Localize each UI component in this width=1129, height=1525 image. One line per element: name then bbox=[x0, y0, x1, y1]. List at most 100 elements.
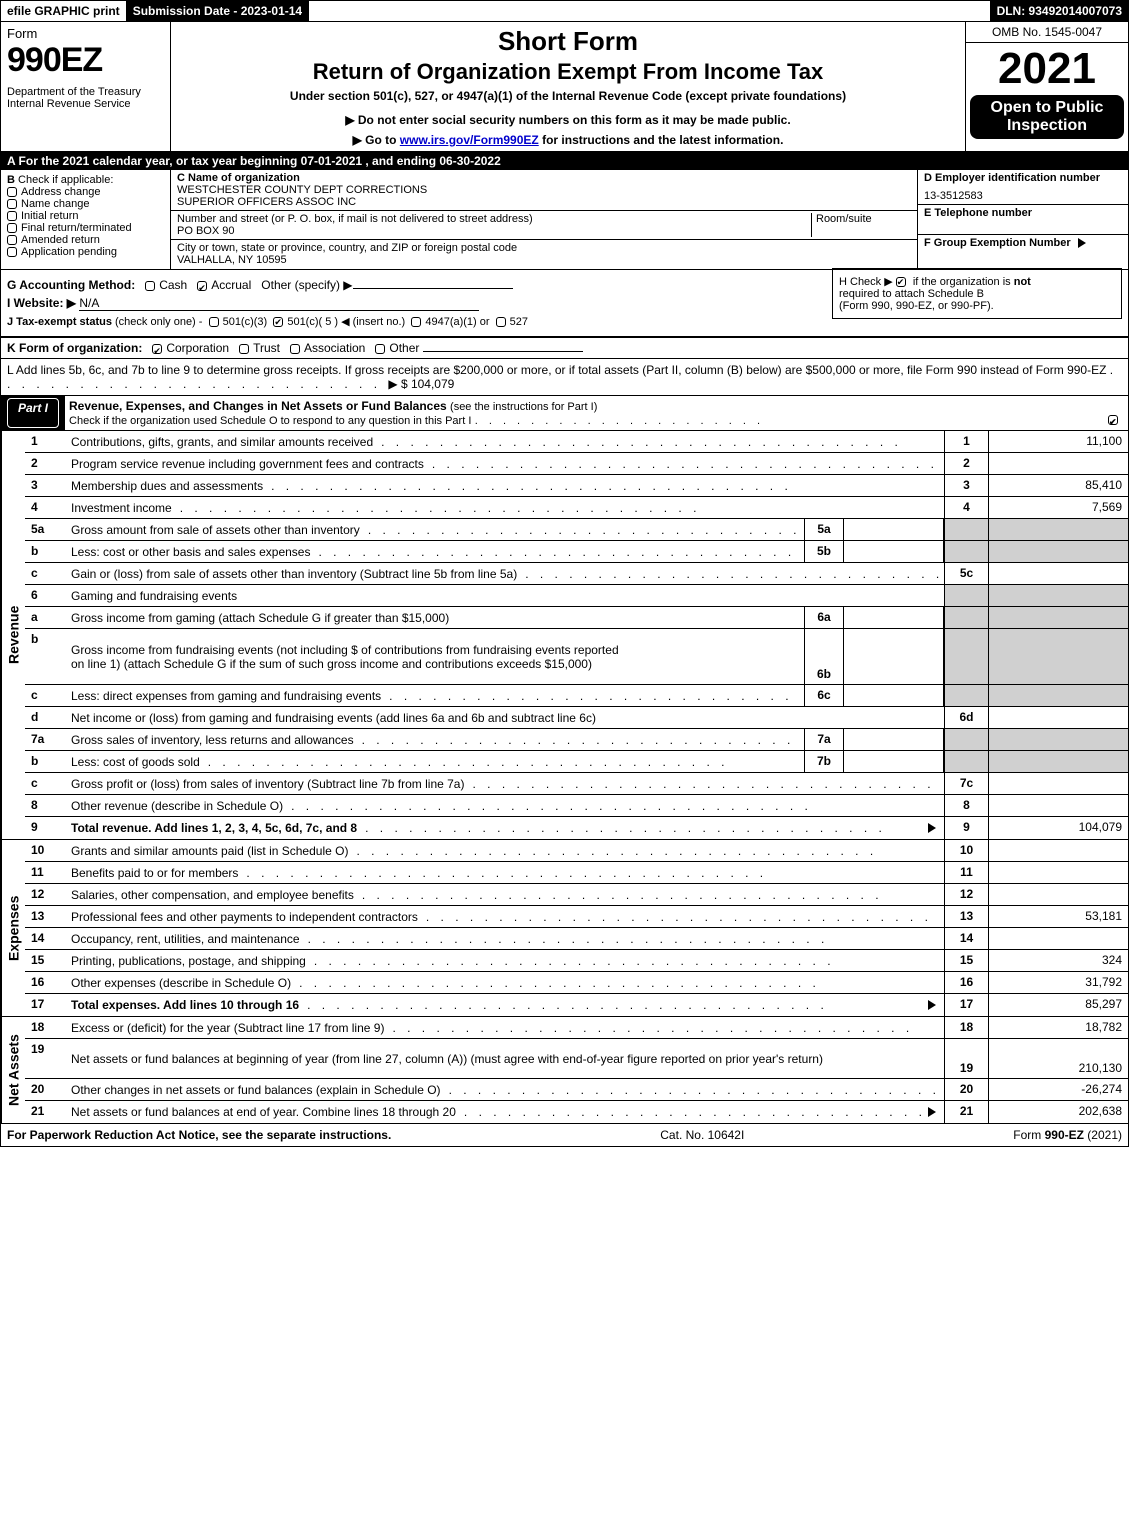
chk-schedule-o[interactable] bbox=[1108, 415, 1118, 425]
line-13-num: 13 bbox=[25, 906, 67, 927]
g-label: G Accounting Method: bbox=[7, 278, 135, 292]
chk-address-change[interactable] bbox=[7, 187, 17, 197]
line-5b-sub: 5b bbox=[804, 541, 844, 562]
line-10-num: 10 bbox=[25, 840, 67, 861]
j-label: J Tax-exempt status bbox=[7, 316, 112, 328]
chk-association[interactable] bbox=[290, 344, 300, 354]
topbar: efile GRAPHIC print Submission Date - 20… bbox=[1, 1, 1128, 22]
triangle-icon bbox=[928, 823, 936, 833]
chk-name-change[interactable] bbox=[7, 199, 17, 209]
k-corp: Corporation bbox=[166, 341, 229, 355]
line-12-num: 12 bbox=[25, 884, 67, 905]
line-5c-desc: Gain or (loss) from sale of assets other… bbox=[71, 567, 517, 581]
line-10-lbl: 10 bbox=[944, 840, 988, 861]
triangle-icon bbox=[928, 1000, 936, 1010]
dots: . . . . . . . . . . . . . . . . . . . . … bbox=[517, 567, 940, 581]
section-ghij: H Check ▶ if the organization is not req… bbox=[1, 270, 1128, 337]
dots: . . . . . . . . . . . . . . . . . . . . … bbox=[283, 799, 940, 813]
chk-application-pending[interactable] bbox=[7, 247, 17, 257]
dots: . . . . . . . . . . . . . . . . . . . . … bbox=[456, 1105, 924, 1119]
dots: . . . . . . . . . . . . . . . . . . . . … bbox=[464, 777, 940, 791]
line-17-desc: Total expenses. Add lines 10 through 16 bbox=[71, 998, 299, 1012]
line-4-lbl: 4 bbox=[944, 497, 988, 518]
footer-right-post: (2021) bbox=[1084, 1128, 1122, 1142]
header-mid: Short Form Return of Organization Exempt… bbox=[171, 22, 966, 151]
header-left: Form 990EZ Department of the Treasury In… bbox=[1, 22, 171, 151]
line-7a-lbl bbox=[944, 729, 988, 750]
line-7b-val bbox=[988, 751, 1128, 772]
footer-right: Form 990-EZ (2021) bbox=[1013, 1128, 1122, 1142]
line-6b-sub: 6b bbox=[804, 629, 844, 684]
line-6a-lbl bbox=[944, 607, 988, 628]
opt-initial-return: Initial return bbox=[21, 210, 78, 222]
row-a-tax-year: A For the 2021 calendar year, or tax yea… bbox=[1, 152, 1128, 170]
org-name-1: WESTCHESTER COUNTY DEPT CORRECTIONS bbox=[177, 184, 911, 196]
chk-final-return[interactable] bbox=[7, 223, 17, 233]
g-other-input[interactable] bbox=[353, 288, 513, 289]
chk-other-org[interactable] bbox=[375, 344, 385, 354]
h-not: not bbox=[1014, 276, 1031, 288]
chk-501c3[interactable] bbox=[209, 317, 219, 327]
line-7b-num: b bbox=[25, 751, 67, 772]
h-text1: H Check ▶ bbox=[839, 276, 893, 288]
line-8-val bbox=[988, 795, 1128, 816]
chk-accrual[interactable] bbox=[197, 281, 207, 291]
chk-initial-return[interactable] bbox=[7, 211, 17, 221]
k-other-input[interactable] bbox=[423, 351, 583, 352]
efile-print[interactable]: efile GRAPHIC print bbox=[1, 1, 127, 21]
section-de: D Employer identification number 13-3512… bbox=[918, 170, 1128, 269]
section-b: B Check if applicable: Address change Na… bbox=[1, 170, 171, 269]
line-11-desc: Benefits paid to or for members bbox=[71, 866, 238, 880]
line-1-num: 1 bbox=[25, 431, 67, 452]
line-1-val: 11,100 bbox=[988, 431, 1128, 452]
short-form-title: Short Form bbox=[177, 26, 959, 57]
line-6c-num: c bbox=[25, 685, 67, 706]
b-check-label: Check if applicable: bbox=[18, 174, 113, 186]
line-18-desc: Excess or (deficit) for the year (Subtra… bbox=[71, 1021, 384, 1035]
line-5a-sub: 5a bbox=[804, 519, 844, 540]
chk-trust[interactable] bbox=[239, 344, 249, 354]
line-7c-lbl: 7c bbox=[944, 773, 988, 794]
line-8-num: 8 bbox=[25, 795, 67, 816]
j-501c3: 501(c)(3) bbox=[223, 316, 268, 328]
revenue-side-label: Revenue bbox=[1, 431, 25, 839]
street-label: Number and street (or P. O. box, if mail… bbox=[177, 213, 811, 225]
d-label: D Employer identification number bbox=[924, 172, 1100, 184]
line-17-lbl: 17 bbox=[944, 994, 988, 1016]
line-5a-lbl bbox=[944, 519, 988, 540]
chk-cash[interactable] bbox=[145, 281, 155, 291]
line-7a-num: 7a bbox=[25, 729, 67, 750]
chk-501c[interactable] bbox=[273, 317, 283, 327]
line-6-val bbox=[988, 585, 1128, 606]
line-4-val: 7,569 bbox=[988, 497, 1128, 518]
line-3-desc: Membership dues and assessments bbox=[71, 479, 263, 493]
header: Form 990EZ Department of the Treasury In… bbox=[1, 22, 1128, 152]
tax-year: 2021 bbox=[966, 43, 1128, 91]
opt-application-pending: Application pending bbox=[21, 246, 117, 258]
dots: . . . . . . . . . . . . . . . . . . . . … bbox=[357, 821, 924, 835]
line-2-lbl: 2 bbox=[944, 453, 988, 474]
part1-title-text: Revenue, Expenses, and Changes in Net As… bbox=[69, 399, 447, 413]
j-527: 527 bbox=[510, 316, 528, 328]
line-19-desc: Net assets or fund balances at beginning… bbox=[71, 1052, 823, 1066]
section-c: C Name of organization WESTCHESTER COUNT… bbox=[171, 170, 918, 269]
h-text3: required to attach Schedule B bbox=[839, 288, 984, 300]
line-6d-desc: Net income or (loss) from gaming and fun… bbox=[71, 711, 596, 725]
line-21-lbl: 21 bbox=[944, 1101, 988, 1123]
irs-link[interactable]: www.irs.gov/Form990EZ bbox=[400, 133, 539, 147]
chk-4947[interactable] bbox=[411, 317, 421, 327]
chk-amended-return[interactable] bbox=[7, 235, 17, 245]
line-18-lbl: 18 bbox=[944, 1017, 988, 1038]
line-5a-val bbox=[988, 519, 1128, 540]
line-18-val: 18,782 bbox=[988, 1017, 1128, 1038]
line-6c-val bbox=[988, 685, 1128, 706]
dots: . . . . . . . . . . . . . . . . . . . . … bbox=[384, 1021, 940, 1035]
footer-right-form: 990-EZ bbox=[1045, 1128, 1084, 1142]
row-k: K Form of organization: Corporation Trus… bbox=[1, 337, 1128, 359]
f-label: F Group Exemption Number bbox=[924, 237, 1071, 249]
line-17-num: 17 bbox=[25, 994, 67, 1016]
chk-corporation[interactable] bbox=[152, 344, 162, 354]
line-3-num: 3 bbox=[25, 475, 67, 496]
chk-527[interactable] bbox=[496, 317, 506, 327]
chk-h[interactable] bbox=[896, 277, 906, 287]
